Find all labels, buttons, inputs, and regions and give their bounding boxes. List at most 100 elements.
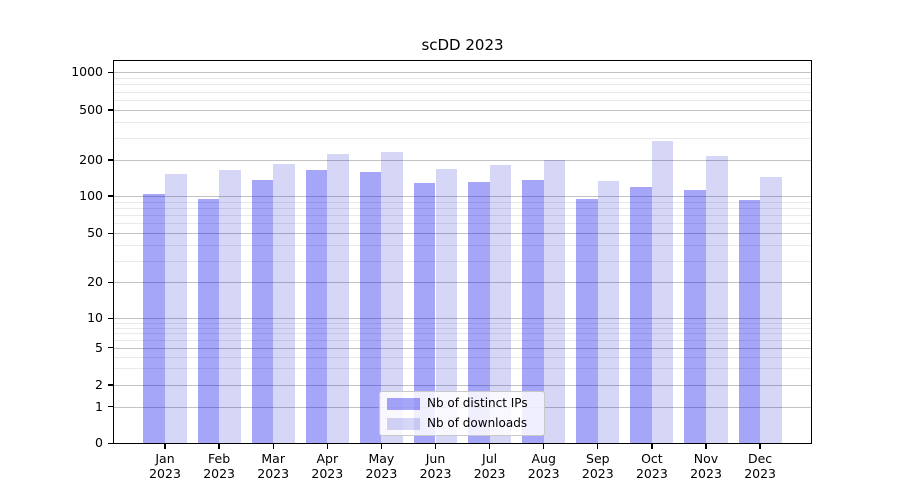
gridline-minor — [114, 84, 811, 86]
gridline-minor — [114, 245, 811, 247]
gridline-minor — [114, 333, 811, 335]
bar-ips-sep — [576, 198, 598, 443]
x-tick-mark — [164, 443, 166, 449]
gridline-minor — [114, 356, 811, 358]
x-tick-label-jan-2023: Jan 2023 — [149, 450, 181, 482]
x-tick-mark — [380, 443, 383, 449]
x-tick-label-jun-2023: Jun 2023 — [419, 450, 452, 482]
legend-swatch-ips — [387, 397, 420, 410]
bar-downloads-mar — [273, 164, 295, 443]
legend-label-downloads: Nb of downloads — [427, 416, 528, 430]
bar-downloads-aug — [543, 160, 566, 443]
x-tick-label-sep-2023: Sep 2023 — [581, 450, 614, 482]
bar-downloads-may — [381, 152, 403, 443]
gridline-major — [114, 282, 811, 284]
bar-downloads-jul — [489, 165, 512, 443]
y-tick-label-2: 2 — [95, 377, 103, 392]
bar-ips-jun — [413, 183, 436, 443]
gridline-minor — [114, 327, 811, 329]
plot-spine-bottom — [112, 442, 812, 444]
bar-ips-mar — [251, 180, 274, 443]
gridline-major — [114, 160, 811, 161]
plot-spine-top — [112, 60, 812, 62]
bar-downloads-dec — [760, 177, 782, 443]
bar-downloads-jun — [435, 169, 458, 443]
gridline-minor — [114, 215, 811, 217]
x-tick-label-may-2023: May 2023 — [365, 450, 398, 482]
y-tick-label-1000: 1000 — [71, 64, 103, 80]
gridline-major — [114, 196, 811, 197]
y-tick-mark — [107, 232, 113, 234]
x-tick-label-oct-2023: Oct 2023 — [635, 450, 668, 482]
bar-downloads-sep — [597, 180, 620, 443]
x-tick-mark — [434, 443, 437, 449]
bar-downloads-feb — [219, 170, 241, 443]
bar-ips-oct — [630, 187, 652, 443]
gridline-major — [114, 385, 811, 386]
bar-ips-jan — [143, 194, 165, 443]
y-tick-mark — [107, 442, 113, 444]
y-tick-label-20: 20 — [87, 274, 103, 290]
chart-title: scDD 2023 — [421, 36, 504, 54]
y-tick-label-50: 50 — [87, 225, 103, 241]
x-tick-mark — [759, 443, 761, 449]
x-tick-mark — [488, 443, 491, 449]
y-tick-mark — [107, 406, 113, 408]
bar-ips-apr — [305, 169, 328, 443]
y-tick-mark — [107, 71, 113, 73]
bar-ips-aug — [522, 179, 544, 443]
x-tick-mark — [218, 443, 220, 449]
gridline-minor — [114, 137, 811, 139]
bar-downloads-jan — [165, 173, 187, 443]
y-tick-mark — [107, 109, 113, 111]
y-tick-label-100: 100 — [79, 188, 103, 203]
x-tick-mark — [543, 443, 545, 449]
bar-ips-feb — [197, 199, 220, 443]
y-tick-mark — [107, 384, 113, 386]
y-tick-mark — [107, 281, 113, 283]
bar-ips-may — [359, 172, 382, 443]
gridline-major — [114, 347, 811, 349]
x-tick-mark — [705, 443, 707, 449]
gridline-major — [114, 110, 811, 111]
legend-entry-ips: Nb of distinct IPs — [387, 396, 537, 411]
gridline-minor — [114, 122, 811, 124]
x-tick-mark — [326, 443, 328, 449]
gridline-minor — [114, 100, 811, 102]
y-tick-label-1: 1 — [95, 398, 103, 414]
gridline-minor — [114, 223, 811, 225]
plot-spine-right — [810, 60, 812, 444]
x-tick-label-apr-2023: Apr 2023 — [311, 450, 344, 482]
gridline-major — [114, 233, 811, 235]
legend-entry-downloads: Nb of downloads — [387, 416, 537, 431]
y-tick-label-10: 10 — [87, 310, 103, 326]
x-tick-mark — [272, 443, 274, 449]
x-tick-label-nov-2023: Nov 2023 — [690, 450, 722, 482]
x-tick-label-mar-2023: Mar 2023 — [257, 450, 290, 482]
bar-downloads-apr — [327, 153, 349, 443]
gridline-major — [114, 318, 811, 320]
bar-ips-nov — [684, 190, 706, 443]
gridline-major — [114, 72, 811, 74]
y-tick-label-500: 500 — [79, 102, 103, 117]
bar-ips-jul — [468, 182, 490, 443]
x-tick-label-aug-2023: Aug 2023 — [527, 450, 560, 482]
legend: Nb of distinct IPs Nb of downloads — [379, 391, 545, 436]
plot-spine-left — [112, 60, 114, 444]
bar-ips-dec — [738, 200, 761, 443]
y-tick-label-200: 200 — [79, 152, 103, 167]
gridline-minor — [114, 368, 811, 370]
gridline-minor — [114, 201, 811, 203]
gridline-minor — [114, 322, 811, 324]
legend-swatch-downloads — [387, 417, 420, 430]
legend-label-ips: Nb of distinct IPs — [427, 396, 528, 410]
x-tick-label-dec-2023: Dec 2023 — [744, 450, 776, 482]
y-tick-label-5: 5 — [95, 339, 103, 355]
bar-downloads-nov — [706, 156, 728, 443]
y-tick-mark — [107, 159, 113, 161]
x-tick-label-jul-2023: Jul 2023 — [473, 450, 506, 482]
y-tick-mark — [107, 195, 113, 197]
gridline-minor — [114, 260, 811, 262]
x-tick-label-feb-2023: Feb 2023 — [203, 450, 235, 482]
